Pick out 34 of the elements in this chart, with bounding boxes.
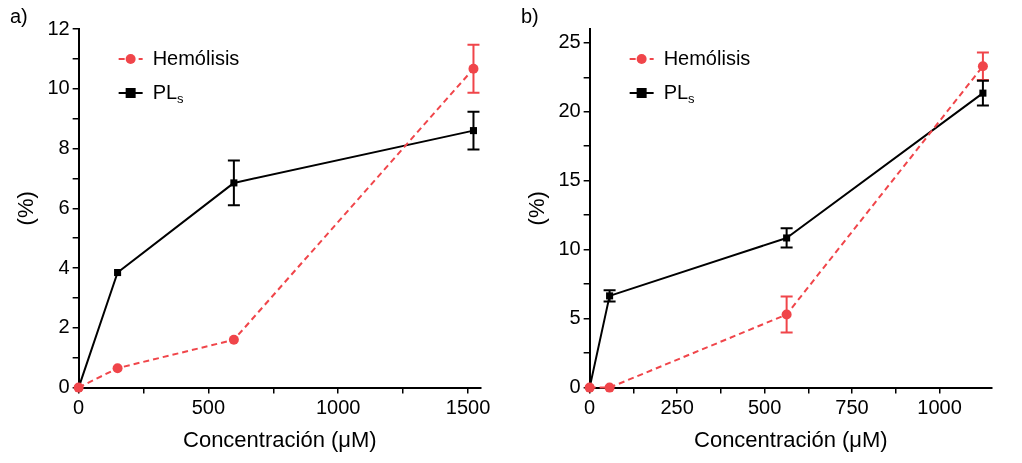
y-tick-label: 10 (558, 237, 581, 260)
y-axis-title: (%) (13, 191, 39, 226)
point (604, 382, 615, 393)
x-tick-label: 500 (747, 396, 782, 419)
y-tick-label: 0 (58, 375, 70, 398)
x-tick-label: 250 (660, 396, 694, 419)
y-tick-label: 0 (569, 375, 581, 398)
legend-label: Hemólisis (663, 46, 751, 69)
x-tick-label: 1000 (917, 396, 962, 419)
x-tick-label: 0 (584, 396, 596, 419)
legend-label: Hemólisis (152, 46, 240, 69)
x-axis-title: Concentración (μM) (694, 426, 888, 452)
x-tick-label: 1000 (315, 396, 361, 419)
y-tick-label: 5 (569, 306, 581, 329)
y-tick-label: 20 (558, 99, 581, 122)
chart-title: a) (10, 4, 28, 27)
point (228, 334, 239, 345)
x-tick-label: 0 (73, 396, 85, 419)
y-tick-label: 2 (58, 315, 70, 338)
point (112, 363, 123, 374)
chart-title: b) (521, 4, 539, 27)
y-tick-label: 15 (558, 168, 581, 191)
y-tick-label: 8 (58, 136, 70, 159)
y-tick-label: 10 (47, 76, 70, 99)
point (114, 269, 122, 277)
y-tick-label: 6 (58, 195, 70, 218)
x-tick-label: 750 (835, 396, 869, 419)
x-tick-label: 500 (191, 396, 226, 419)
x-axis-title: Concentración (μM) (183, 426, 377, 452)
y-tick-label: 25 (558, 30, 581, 53)
y-axis-title: (%) (524, 191, 550, 226)
y-tick-label: 12 (47, 16, 70, 39)
y-tick-label: 4 (58, 255, 70, 278)
x-tick-label: 1500 (445, 396, 491, 419)
